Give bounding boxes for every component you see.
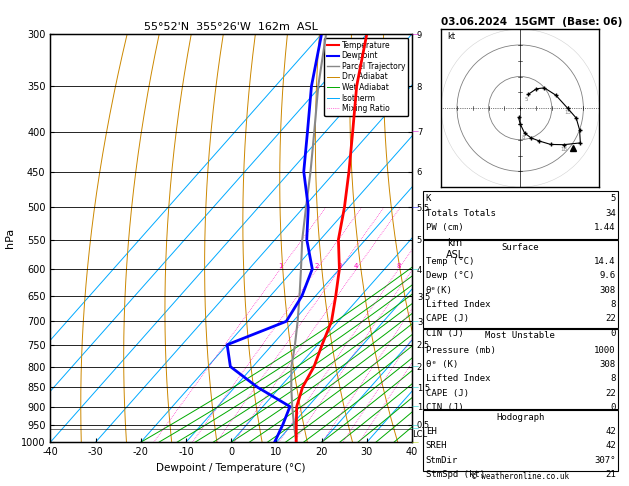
Text: 18: 18 <box>560 147 567 152</box>
Text: 8: 8 <box>610 374 616 383</box>
Text: K: K <box>426 194 431 204</box>
Text: 22: 22 <box>605 389 616 398</box>
Text: —: — <box>411 403 419 410</box>
Text: Surface: Surface <box>501 243 539 252</box>
Text: CIN (J): CIN (J) <box>426 403 464 412</box>
Text: 5: 5 <box>610 194 616 204</box>
Text: 307°: 307° <box>594 456 616 465</box>
Text: —: — <box>411 318 419 324</box>
Text: EH: EH <box>426 427 437 436</box>
Text: Most Unstable: Most Unstable <box>485 331 555 341</box>
Text: 3: 3 <box>337 263 342 269</box>
Text: —: — <box>411 439 419 445</box>
Text: Hodograph: Hodograph <box>496 413 544 422</box>
Text: 4: 4 <box>354 263 359 269</box>
Text: 1000: 1000 <box>594 346 616 355</box>
Text: 42: 42 <box>605 427 616 436</box>
Text: 0: 0 <box>610 403 616 412</box>
Text: SREH: SREH <box>426 441 447 451</box>
Text: 1: 1 <box>278 263 282 269</box>
Text: StmDir: StmDir <box>426 456 458 465</box>
Text: 34: 34 <box>605 209 616 218</box>
Text: Lifted Index: Lifted Index <box>426 374 491 383</box>
Text: 14.4: 14.4 <box>594 257 616 266</box>
Text: —: — <box>411 266 419 272</box>
Text: —: — <box>411 364 419 369</box>
Text: 0: 0 <box>610 329 616 338</box>
Text: 15: 15 <box>564 110 571 116</box>
Legend: Temperature, Dewpoint, Parcel Trajectory, Dry Adiabat, Wet Adiabat, Isotherm, Mi: Temperature, Dewpoint, Parcel Trajectory… <box>324 38 408 116</box>
Text: θᵉ (K): θᵉ (K) <box>426 360 458 369</box>
Text: —: — <box>411 422 419 428</box>
Text: 2: 2 <box>314 263 319 269</box>
Text: 9.6: 9.6 <box>599 271 616 280</box>
Text: CAPE (J): CAPE (J) <box>426 314 469 323</box>
Text: 8: 8 <box>610 300 616 309</box>
Text: 22: 22 <box>605 314 616 323</box>
Text: © weatheronline.co.uk: © weatheronline.co.uk <box>472 472 569 481</box>
Text: StmSpd (kt): StmSpd (kt) <box>426 470 485 479</box>
Text: 21: 21 <box>605 470 616 479</box>
Text: Pressure (mb): Pressure (mb) <box>426 346 496 355</box>
Text: 308: 308 <box>599 285 616 295</box>
Text: 42: 42 <box>605 441 616 451</box>
Text: 8: 8 <box>396 263 401 269</box>
Y-axis label: km
ASL: km ASL <box>446 238 464 260</box>
Text: 03.06.2024  15GMT  (Base: 06): 03.06.2024 15GMT (Base: 06) <box>441 17 622 27</box>
Text: Totals Totals: Totals Totals <box>426 209 496 218</box>
Text: Dewp (°C): Dewp (°C) <box>426 271 474 280</box>
Text: —: — <box>411 204 419 210</box>
Text: —: — <box>411 129 419 135</box>
Text: Lifted Index: Lifted Index <box>426 300 491 309</box>
Text: LCL: LCL <box>413 430 428 439</box>
Text: 308: 308 <box>599 360 616 369</box>
Text: 5: 5 <box>525 97 528 102</box>
Text: CIN (J): CIN (J) <box>426 329 464 338</box>
Text: 1.44: 1.44 <box>594 223 616 232</box>
Text: θᵉ(K): θᵉ(K) <box>426 285 453 295</box>
Y-axis label: hPa: hPa <box>6 228 15 248</box>
Text: kt: kt <box>447 32 455 41</box>
X-axis label: Dewpoint / Temperature (°C): Dewpoint / Temperature (°C) <box>157 463 306 473</box>
Text: —: — <box>411 425 419 432</box>
Text: PW (cm): PW (cm) <box>426 223 464 232</box>
Text: CAPE (J): CAPE (J) <box>426 389 469 398</box>
Text: Temp (°C): Temp (°C) <box>426 257 474 266</box>
Title: 55°52'N  355°26'W  162m  ASL: 55°52'N 355°26'W 162m ASL <box>144 22 318 32</box>
Text: —: — <box>411 384 419 390</box>
Text: 8: 8 <box>521 135 525 140</box>
Text: —: — <box>411 31 419 37</box>
